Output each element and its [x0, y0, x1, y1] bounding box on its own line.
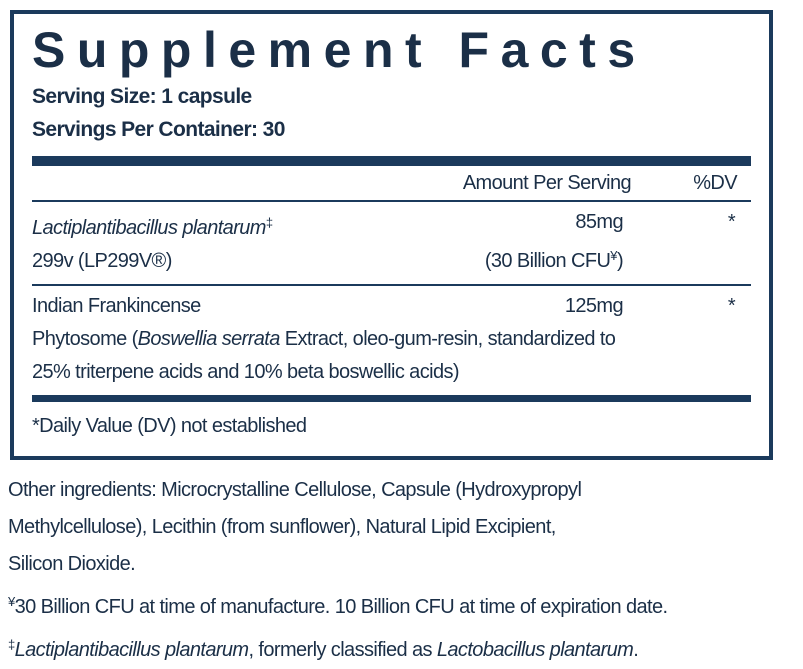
table-rows: Lactiplantibacillus plantarum‡ 299v (LP29…	[32, 200, 751, 395]
text-line: Other ingredients: Microcrystalline Cell…	[8, 472, 667, 509]
text-run: Phytosome (	[32, 328, 138, 350]
amount: 125mg	[564, 290, 624, 323]
thick-rule	[32, 156, 751, 166]
text-run: 85mg	[575, 211, 623, 233]
title: Supplement Facts	[32, 22, 647, 78]
text-line: ¥30 Billion CFU at time of manufacture. …	[8, 583, 668, 626]
text-run: ¥	[610, 248, 617, 263]
table-header: Amount Per Serving %DV	[32, 166, 751, 200]
amount: 85mg (30 Billion CFU¥)	[484, 206, 624, 278]
text-line: 25% triterpene acids and 10% beta boswel…	[32, 356, 751, 389]
text-run: Indian Frankincense	[32, 295, 201, 317]
text-run: Methylcellulose), Lecithin (from sunflow…	[8, 516, 556, 538]
header-dv: %DV	[693, 172, 737, 194]
thin-rule	[32, 284, 751, 286]
ingredient-row: Lactiplantibacillus plantarum‡ 299v (LP29…	[32, 202, 751, 284]
serving-size: Serving Size: 1 capsule	[32, 85, 252, 108]
text-line: 85mg	[485, 206, 623, 239]
text-run: ‡	[265, 215, 273, 230]
thin-rule	[32, 200, 751, 202]
ingredient-name: Lactiplantibacillus plantarum‡ 299v (LP29…	[32, 206, 751, 278]
text-run: 125mg	[564, 295, 624, 317]
text-line: ‡Lactiplantibacillus plantarum, formerly…	[8, 626, 667, 669]
text-run: 299v (LP299V®)	[32, 250, 172, 272]
text-run: Other ingredients: Microcrystalline Cell…	[8, 479, 582, 501]
daily-value: *	[727, 295, 736, 317]
text-run: Silicon Dioxide.	[8, 553, 136, 575]
thick-rule	[32, 395, 751, 402]
text-run: .	[633, 639, 639, 661]
text-run: 25% triterpene acids and 10% beta boswel…	[32, 361, 460, 383]
below-panel: Other ingredients: Microcrystalline Cell…	[8, 472, 668, 669]
text-line: Phytosome (Boswellia serrata Extract, ol…	[32, 323, 751, 356]
text-run: Lactiplantibacillus plantarum	[14, 639, 249, 661]
text-line: 125mg	[564, 290, 624, 323]
ingredient-row: Indian Frankincense Phytosome (Boswellia …	[32, 286, 751, 395]
text-run: )	[616, 250, 624, 272]
text-run: Lactiplantibacillus plantarum	[32, 217, 266, 239]
text-run: ‡	[8, 637, 15, 652]
dv-footnote: *Daily Value (DV) not established	[32, 415, 307, 437]
facts-content: Supplement Facts Serving Size: 1 capsule…	[32, 14, 751, 446]
text-run: Lactobacillus plantarum	[436, 639, 634, 661]
text-run: 30 Billion CFU at time of manufacture. 1…	[14, 596, 668, 618]
daily-value: *	[727, 211, 736, 233]
servings-per-container: Servings Per Container: 30	[32, 118, 285, 141]
text-run: Boswellia serrata	[137, 328, 281, 350]
text-run: (30 Billion CFU	[484, 250, 611, 272]
text-run: Extract, oleo-gum-resin, standardized to	[279, 328, 616, 350]
text-line: Lactiplantibacillus plantarum‡	[32, 206, 751, 245]
text-run: ¥	[8, 594, 15, 609]
ingredient-name: Indian Frankincense Phytosome (Boswellia …	[32, 290, 751, 389]
text-line: 299v (LP299V®)	[32, 245, 751, 278]
text-line: (30 Billion CFU¥)	[484, 239, 624, 278]
text-run: , formerly classified as	[248, 639, 437, 661]
facts-panel: Supplement Facts Serving Size: 1 capsule…	[10, 10, 773, 460]
text-line: Methylcellulose), Lecithin (from sunflow…	[8, 509, 667, 546]
text-line: Indian Frankincense	[32, 290, 751, 323]
text-line: Silicon Dioxide.	[8, 546, 667, 583]
header-amount: Amount Per Serving	[462, 172, 632, 194]
